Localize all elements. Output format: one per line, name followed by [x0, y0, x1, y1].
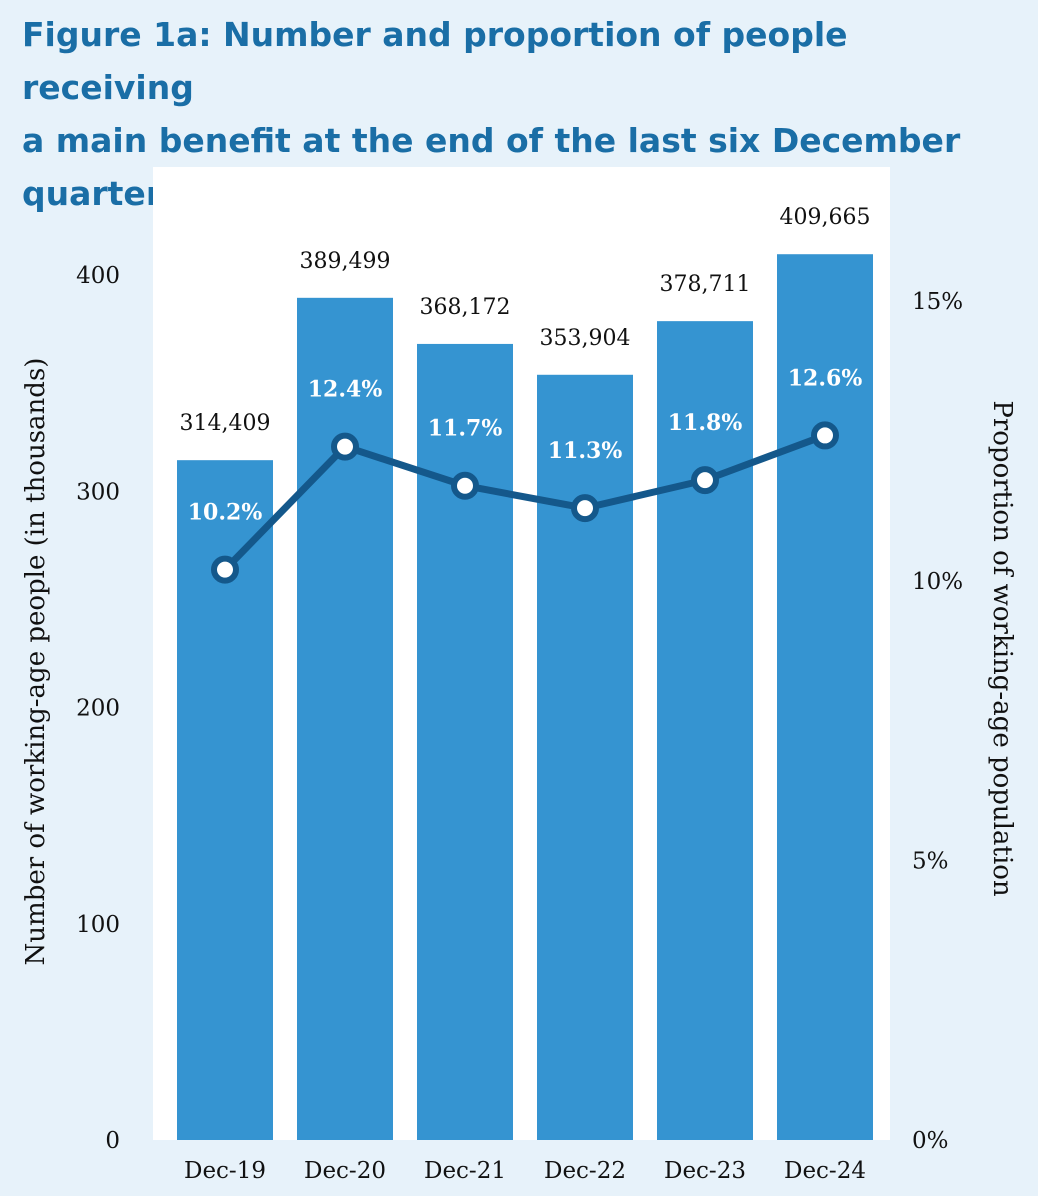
line-point [571, 494, 599, 523]
y-axis-title: Number of working-age people (in thousan… [21, 358, 51, 966]
chart-title-line-1: Figure 1a: Number and proportion of peop… [22, 15, 848, 107]
y2-tick-label: 5% [912, 848, 949, 874]
x-tick-label: Dec-20 [304, 1158, 386, 1184]
y2-tick-label: 0% [912, 1128, 949, 1154]
line-point [451, 471, 479, 500]
line-value-label: 11.7% [428, 416, 503, 442]
y2-tick-label: 15% [912, 289, 963, 315]
plot-area [153, 167, 890, 1140]
bar [657, 321, 753, 1140]
bar [777, 254, 873, 1140]
y2-axis-title: Proportion of working-age population [987, 400, 1017, 897]
x-tick-label: Dec-19 [184, 1158, 266, 1184]
bar-value-label: 409,665 [780, 205, 871, 230]
bar-value-label: 314,409 [180, 411, 271, 436]
line-value-label: 12.6% [788, 365, 863, 391]
y-tick-label: 0 [105, 1128, 120, 1154]
line-point [691, 466, 719, 495]
y-tick-label: 400 [76, 263, 120, 289]
y-tick-label: 100 [76, 912, 120, 938]
bar-value-label: 353,904 [540, 326, 631, 351]
bar [297, 297, 393, 1140]
line-point [211, 555, 239, 584]
bar [537, 374, 633, 1141]
y-tick-label: 200 [76, 696, 120, 722]
line-point [331, 432, 359, 461]
x-tick-label: Dec-24 [784, 1158, 866, 1184]
y-tick-label: 300 [76, 479, 120, 505]
bar [417, 343, 513, 1141]
line-value-label: 10.2% [188, 500, 263, 526]
bar-value-label: 389,499 [300, 249, 391, 274]
x-tick-label: Dec-22 [544, 1158, 626, 1184]
x-tick-label: Dec-23 [664, 1158, 746, 1184]
x-tick-label: Dec-21 [424, 1158, 506, 1184]
bar-value-label: 368,172 [420, 295, 511, 320]
line-value-label: 11.8% [668, 410, 743, 436]
line-value-label: 12.4% [308, 377, 383, 403]
line-point [811, 421, 839, 450]
line-value-label: 11.3% [548, 438, 623, 464]
bar-value-label: 378,711 [660, 272, 751, 297]
y2-tick-label: 10% [912, 569, 963, 595]
proportion-line [221, 431, 829, 574]
